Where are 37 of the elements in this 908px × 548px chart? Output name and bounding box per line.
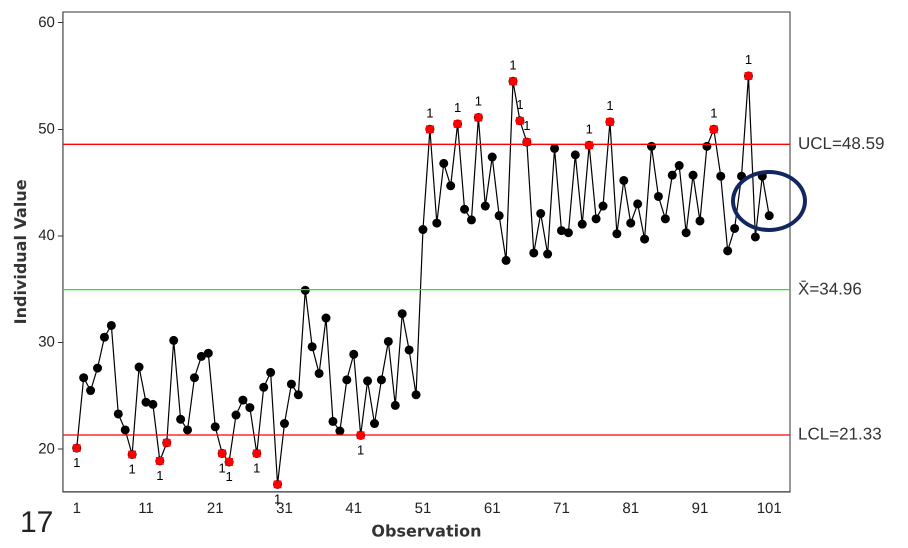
x-tick-label: 1 [72,500,81,517]
text: 17 [20,506,54,540]
annotation: 1 [474,94,482,109]
annotation: 1 [710,105,718,120]
x-axis-title: Observation [371,522,482,541]
y-tick-label: 20 [38,440,55,458]
y-tick-label: 30 [38,334,55,351]
ref-line-label: UCL=48.59 [798,134,884,154]
annotation: 1 [73,455,80,470]
x-tick-label: 61 [484,500,501,517]
x-tick-label: 11 [138,500,154,517]
annotation: 1 [523,118,530,134]
annotation: 1 [253,460,260,476]
x-tick-label: 71 [553,500,570,517]
x-tick-label: 81 [622,500,640,517]
x-tick-label: 51 [414,500,432,517]
annotation: 1 [454,100,462,116]
annotation: 1 [586,121,593,136]
annotation: 1 [426,105,434,120]
ref-line-label: LCL=21.33 [798,424,882,444]
x-tick-label: 41 [345,500,362,517]
annotation: 1 [606,98,614,113]
annotation: 1 [509,57,517,72]
y-axis-title: Individual Value [10,179,30,324]
x-tick-label: 21 [206,500,224,517]
y-tick-label: 40 [38,227,55,244]
x-tick-label: 91 [692,500,708,517]
ref-line-label: X̄=34.96 [798,279,862,298]
annotation: 1 [218,460,226,476]
annotation: 1 [744,52,752,68]
annotation: 1 [357,442,364,458]
y-tick-label: 60 [38,14,55,31]
annotation: 1 [225,469,233,484]
annotation: 1 [156,468,164,483]
y-tick-label: 50 [38,120,55,138]
x-tick-label: 101 [756,500,782,517]
annotation: 1 [128,462,136,477]
